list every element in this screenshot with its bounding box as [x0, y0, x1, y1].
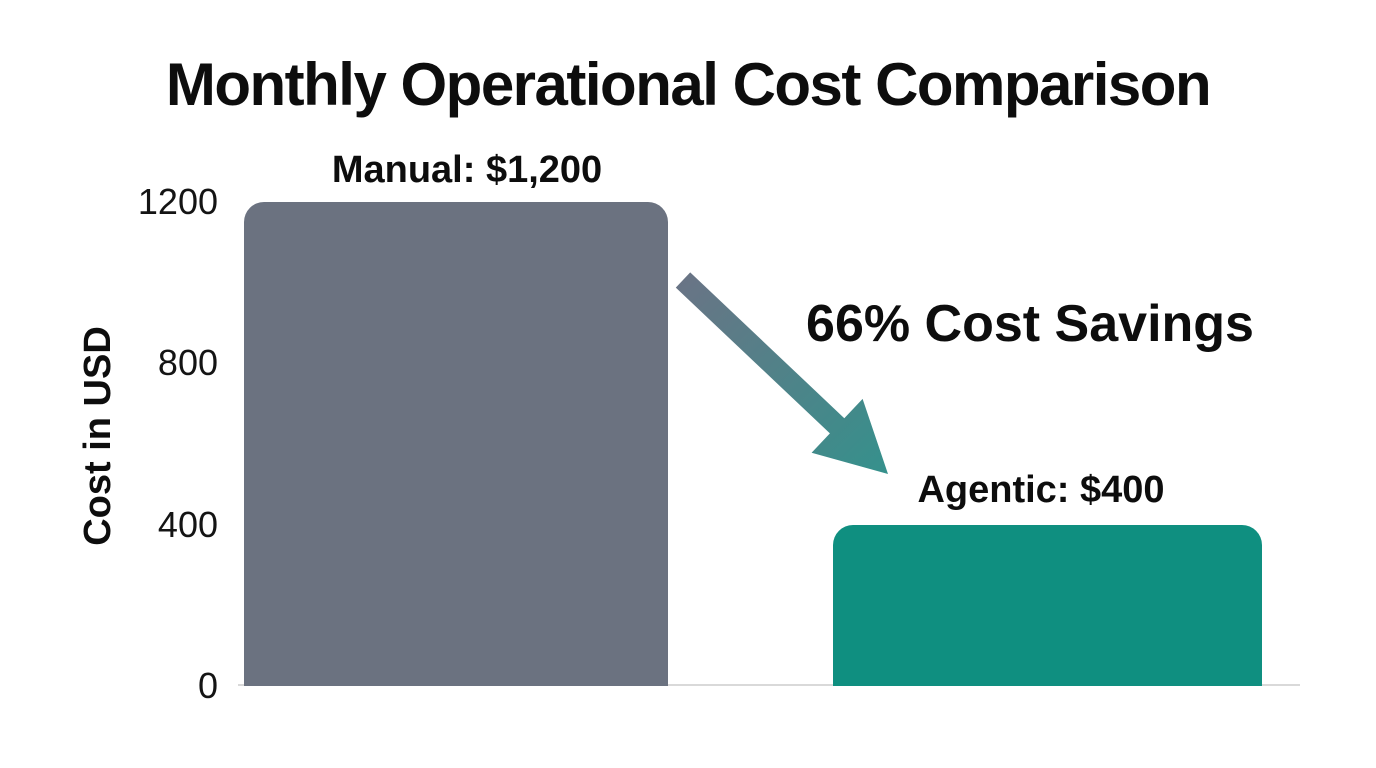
x-axis-line	[238, 684, 1300, 686]
bar-label-manual: Manual: $1,200	[331, 149, 603, 191]
y-tick-label: 1200	[137, 181, 218, 222]
bar-label-agentic: Agentic: $400	[917, 469, 1165, 511]
chart-title: Monthly Operational Cost Comparison	[165, 51, 1212, 118]
y-tick-label: 400	[157, 503, 218, 545]
downward-trend-arrow-icon	[675, 272, 888, 474]
arrow-shape	[675, 272, 888, 474]
savings-annotation: 66% Cost Savings	[806, 295, 1254, 353]
y-tick-label: 800	[157, 342, 218, 384]
bar-manual	[244, 202, 668, 686]
bar-agentic	[833, 525, 1262, 686]
y-tick-label: 0	[197, 665, 218, 706]
y-axis-tick-labels: 0 400 800 1200	[98, 0, 218, 768]
